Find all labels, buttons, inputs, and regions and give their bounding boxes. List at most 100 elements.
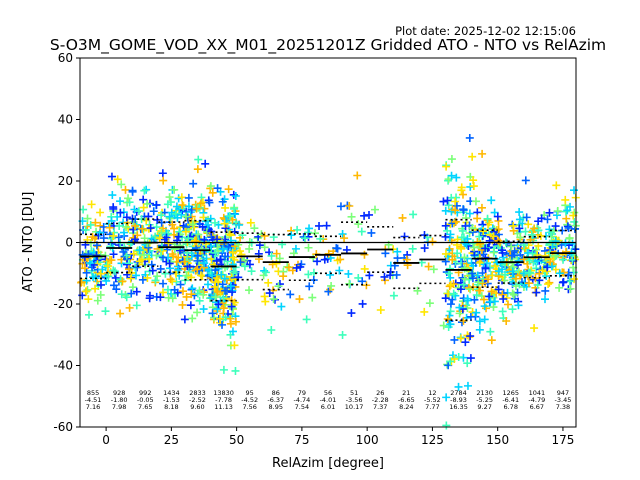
scatter-point [122,222,131,231]
scatter-point [213,184,222,193]
scatter-point [446,230,455,239]
scatter-point [501,270,509,279]
scatter-point [215,314,224,323]
scatter-point [487,196,496,205]
bin-count-label: 1434 [163,389,180,397]
scatter-point [446,300,455,309]
scatter-point [193,256,202,265]
scatter-point [158,169,167,178]
scatter-point [429,265,438,274]
scatter-point [360,250,369,259]
scatter-point [459,206,468,215]
bin-count-label: 21 [402,389,410,397]
scatter-point [211,293,220,302]
scatter-point [490,297,499,306]
scatter-point [565,233,574,242]
scatter-point [446,280,455,289]
scatter-point [367,228,376,237]
scatter-point [508,220,517,229]
scatter-point [447,171,456,180]
scatter-point [413,286,422,295]
scatter-point [85,310,94,319]
bin-std-label: 6.67 [530,403,544,411]
scatter-point [532,288,541,297]
bin-count-label: 79 [298,389,306,397]
scatter-point [111,267,120,276]
scatter-point [228,248,237,257]
bin-count-label: 928 [113,389,125,397]
scatter-point [138,275,147,284]
scatter-point [428,237,437,246]
scatter-point [182,271,191,280]
scatter-point [315,221,324,230]
scatter-point [231,317,240,326]
scatter-point [114,233,123,242]
scatter-point [473,214,482,223]
scatter-point [514,301,523,310]
scatter-point [479,227,488,236]
bin-mean-label: -7.78 [215,396,232,404]
scatter-point [479,295,488,304]
scatter-point [91,218,100,227]
scatter-point [305,282,314,291]
scatter-point [420,244,429,253]
scatter-point [178,201,187,210]
scatter-point [508,305,517,314]
scatter-point [457,318,466,327]
bin-std-label: 6.78 [503,403,517,411]
bin-count-label: 1041 [529,389,546,397]
scatter-point [173,236,182,245]
scatter-point [468,152,477,161]
scatter-point [246,218,255,227]
scatter-point [147,260,156,269]
scatter-point [558,226,567,235]
scatter-point [299,232,308,241]
scatter-point [220,274,229,283]
scatter-point [124,265,133,274]
x-tick-label: 50 [229,433,244,447]
scatter-point [511,282,520,291]
scatter-point [196,271,205,280]
scatter-point [457,244,466,253]
scatter-point [570,217,579,226]
scatter-point [545,278,554,287]
bin-mean-label: -6.37 [267,396,284,404]
scatter-point [358,299,367,308]
scatter-point [211,278,220,287]
scatter-point [193,308,202,317]
scatter-point [326,270,335,279]
scatter-point [538,266,547,275]
scatter-point [200,204,209,213]
bin-count-label: 12 [428,389,436,397]
scatter-point [494,225,503,234]
scatter-point [208,309,217,318]
scatter-point [127,289,136,298]
x-tick-label: 100 [356,433,379,447]
scatter-point [552,181,561,190]
bin-count-label: 56 [324,389,332,397]
scatter-point [466,354,475,363]
scatter-point [545,208,554,217]
scatter-point [236,247,244,256]
scatter-point [131,221,140,230]
scatter-point [381,249,390,258]
scatter-point [446,320,455,329]
bin-std-label: 8.18 [164,403,178,411]
scatter-point [118,277,127,286]
bin-std-label: 7.54 [295,403,309,411]
scatter-point [546,258,555,267]
scatter-point [420,307,429,316]
scatter-point [121,185,130,194]
bin-mean-label: -0.05 [137,396,154,404]
scatter-point [245,244,254,253]
scatter-point [221,224,230,233]
scatter-point [140,186,149,195]
scatter-point [92,251,101,260]
scatter-point [174,265,183,274]
scatter-point [184,234,193,243]
scatter-point [541,286,550,295]
x-tick-label: 0 [102,433,110,447]
scatter-point [230,204,239,213]
bin-std-label: 7.65 [138,403,152,411]
scatter-point [89,273,98,282]
